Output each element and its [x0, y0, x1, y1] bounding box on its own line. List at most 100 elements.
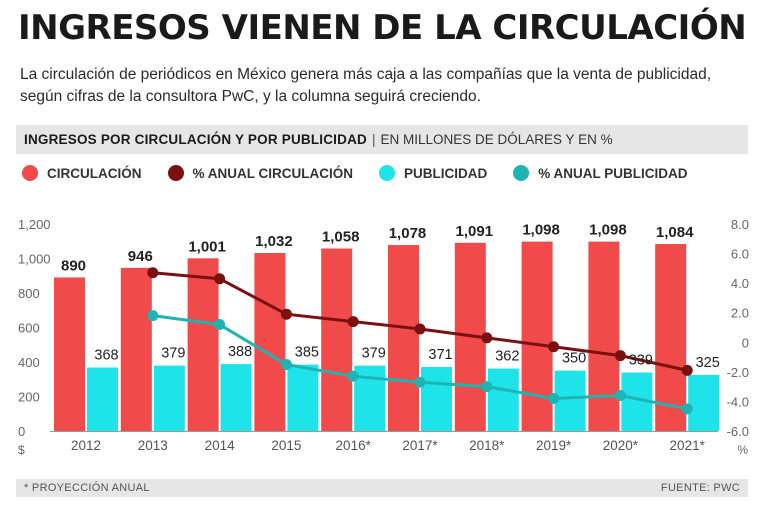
bar-circulacion	[187, 258, 219, 431]
x-tick-label: 2014	[205, 438, 236, 453]
label-publicidad: 379	[362, 346, 386, 362]
y-left-unit: $	[18, 443, 25, 457]
anual-circulacion-point	[147, 267, 159, 279]
page-subtitle: La circulación de periódicos en México g…	[20, 66, 712, 105]
anual-publicidad-point	[614, 390, 626, 402]
chart-area: 890 368 946 379 1,001 388 1,032 385 1,058 379 1,07…	[0, 200, 768, 466]
label-publicidad: 362	[495, 349, 519, 365]
y-left-tick: 800	[18, 286, 40, 301]
label-circulacion: 946	[128, 248, 153, 265]
y-left-tick: 600	[18, 321, 40, 336]
chart-header-band: INGRESOS POR CIRCULACIÓN Y POR PUBLICIDA…	[16, 125, 748, 154]
anual-publicidad-point	[280, 358, 292, 370]
bar-circulacion	[521, 241, 553, 431]
bar-publicidad	[688, 374, 720, 431]
label-circulacion: 890	[61, 257, 86, 274]
bar-publicidad	[554, 370, 586, 431]
y-left-tick: 1,000	[18, 252, 51, 267]
combo-chart: 890 368 946 379 1,001 388 1,032 385 1,058 379 1,07…	[18, 217, 749, 457]
anual-circulacion-point	[681, 364, 693, 376]
x-tick-label: 2012	[71, 438, 101, 453]
legend-item-anual-circulacion: % ANUAL CIRCULACIÓN	[167, 165, 354, 181]
label-circulacion: 1,001	[188, 238, 226, 255]
bar-circulacion	[254, 252, 286, 431]
y-right-tick: -4.0	[727, 394, 749, 409]
bar-publicidad	[421, 367, 452, 431]
bar-circulacion	[321, 248, 353, 431]
bar-circulacion	[120, 267, 152, 431]
anual-circulacion-point	[481, 332, 493, 344]
legend-item-publicidad: PUBLICIDAD	[379, 165, 487, 181]
y-right-tick: 4.0	[731, 276, 749, 291]
anual-publicidad-point	[347, 370, 359, 382]
x-tick-label: 2020*	[603, 438, 639, 453]
legend-swatch	[513, 165, 530, 181]
y-left-tick: 1,200	[18, 217, 51, 232]
x-tick-label: 2017*	[402, 438, 438, 453]
chart-heading: INGRESOS POR CIRCULACIÓN Y POR PUBLICIDA…	[24, 132, 367, 147]
anual-circulacion-point	[280, 308, 292, 320]
anual-circulacion-point	[214, 273, 226, 285]
bar-circulacion	[588, 241, 620, 431]
bar-publicidad	[153, 365, 185, 431]
legend-swatch	[379, 165, 395, 181]
y-right-unit: %	[737, 443, 748, 457]
heading-separator: |	[371, 132, 376, 147]
bar-publicidad	[287, 364, 319, 431]
anual-circulacion-point	[548, 341, 560, 353]
anual-publicidad-point	[147, 310, 159, 322]
bar-circulacion	[388, 245, 419, 431]
x-tick-label: 2021*	[670, 438, 706, 453]
bar-publicidad	[87, 367, 118, 431]
label-circulacion: 1,058	[322, 228, 360, 245]
legend-label: % ANUAL PUBLICIDAD	[538, 165, 688, 181]
x-tick-label: 2015	[271, 438, 301, 453]
bar-publicidad	[220, 364, 252, 431]
x-tick-label: 2016*	[336, 438, 372, 453]
footnote: * PROYECCIÓN ANUAL	[24, 482, 150, 494]
y-right-tick: 6.0	[731, 247, 749, 262]
legend-item-circulacion: CIRCULACIÓN	[22, 165, 142, 181]
legend-label: % ANUAL CIRCULACIÓN	[192, 165, 354, 181]
y-left-tick: 400	[18, 355, 40, 370]
footer-band: * PROYECCIÓN ANUAL FUENTE: PWC	[16, 479, 748, 497]
label-publicidad: 371	[428, 347, 452, 363]
label-publicidad: 339	[629, 353, 653, 369]
source-note: FUENTE: PWC	[660, 482, 740, 494]
label-publicidad: 350	[562, 351, 586, 367]
x-tick-label: 2018*	[469, 438, 505, 453]
y-left-tick: 200	[18, 390, 40, 405]
legend-item-anual-publicidad: % ANUAL PUBLICIDAD	[513, 165, 688, 181]
anual-publicidad-point	[414, 376, 426, 388]
label-circulacion: 1,098	[589, 222, 627, 239]
page-title: INGRESOS VIENEN DE LA CIRCULACIÓN	[18, 8, 747, 48]
label-publicidad: 385	[295, 345, 319, 361]
chart-unit-note: EN MILLONES DE DÓLARES Y EN %	[380, 132, 613, 147]
anual-circulacion-point	[347, 316, 359, 328]
bar-circulacion	[655, 244, 687, 431]
legend-swatch	[22, 165, 38, 181]
y-right-tick: 2.0	[731, 306, 749, 321]
anual-publicidad-point	[681, 403, 693, 415]
label-circulacion: 1,032	[255, 233, 293, 250]
y-left-tick: 0	[18, 424, 25, 439]
label-publicidad: 325	[696, 355, 720, 371]
anual-publicidad-point	[214, 319, 226, 331]
label-circulacion: 1,091	[456, 223, 494, 240]
y-right-tick: -2.0	[727, 365, 749, 380]
bar-publicidad	[487, 368, 519, 431]
x-tick-label: 2019*	[536, 438, 572, 453]
chart-legend: CIRCULACIÓN % ANUAL CIRCULACIÓN PUBLICID…	[22, 163, 714, 183]
label-circulacion: 1,078	[389, 225, 427, 242]
label-publicidad: 368	[94, 348, 118, 364]
anual-publicidad-point	[481, 381, 493, 393]
legend-label: PUBLICIDAD	[404, 165, 488, 181]
bar-circulacion	[54, 277, 85, 431]
anual-publicidad-point	[548, 392, 560, 404]
label-circulacion: 1,084	[656, 224, 694, 241]
legend-label: CIRCULACIÓN	[47, 165, 142, 181]
x-tick-label: 2013	[138, 438, 168, 453]
anual-circulacion-point	[414, 323, 426, 335]
y-right-tick: 8.0	[731, 217, 749, 232]
y-right-tick: -6.0	[727, 424, 749, 439]
